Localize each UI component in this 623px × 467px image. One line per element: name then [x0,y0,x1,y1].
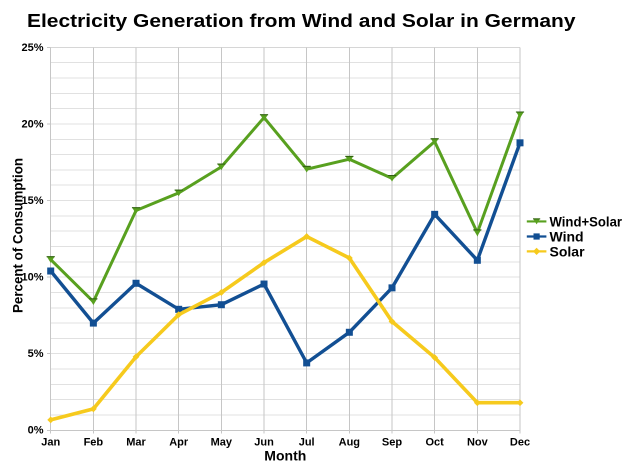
svg-text:Jun: Jun [254,437,274,449]
svg-text:Nov: Nov [467,437,489,449]
svg-text:Sep: Sep [382,437,402,449]
svg-text:Percent of Consumption: Percent of Consumption [9,158,25,313]
svg-text:Oct: Oct [425,437,444,449]
svg-text:Solar: Solar [550,244,586,260]
svg-text:Mar: Mar [126,437,146,449]
svg-text:Wind+Solar: Wind+Solar [550,214,623,230]
svg-text:Wind: Wind [550,229,584,245]
svg-text:15%: 15% [21,195,43,207]
svg-text:Apr: Apr [169,437,189,449]
svg-text:Dec: Dec [510,437,530,449]
svg-text:0%: 0% [28,425,44,437]
svg-text:Electricity Generation from Wi: Electricity Generation from Wind and Sol… [27,11,576,31]
svg-text:Jan: Jan [41,437,60,449]
svg-text:Aug: Aug [339,437,360,449]
svg-text:Month: Month [264,448,306,464]
svg-text:May: May [211,437,233,449]
svg-text:Jul: Jul [299,437,315,449]
svg-text:20%: 20% [21,118,43,130]
svg-text:5%: 5% [28,348,44,360]
svg-text:25%: 25% [21,42,43,54]
svg-text:Feb: Feb [84,437,104,449]
svg-text:10%: 10% [21,272,43,284]
